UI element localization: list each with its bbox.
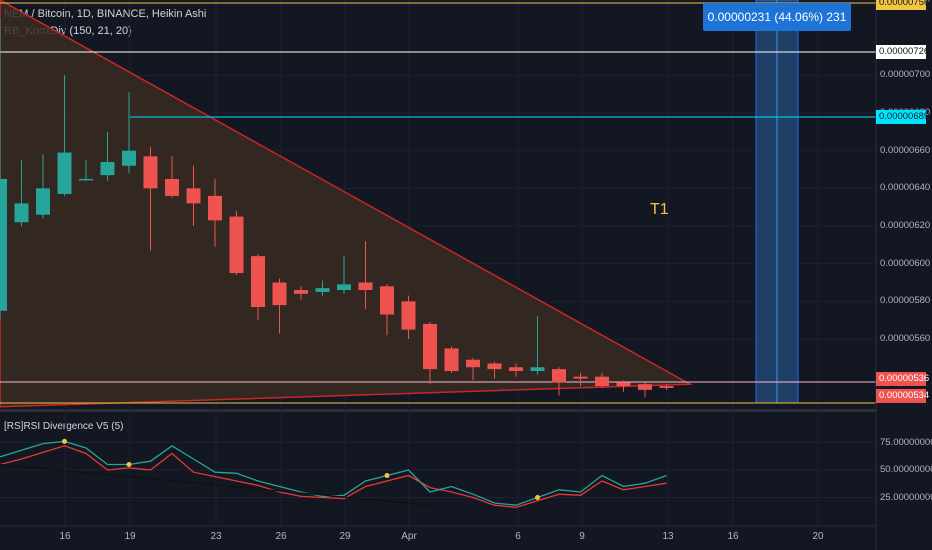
candle-body [423,323,437,370]
date-axis-label: 26 [275,531,287,542]
price-axis-label: 0.00000620 [880,220,931,231]
rsi-divergence-dot [126,462,132,467]
date-axis-label: 29 [339,531,351,542]
candle-body [616,382,631,387]
date-axis-label: 20 [812,531,824,542]
price-axis-label: 0.00000600 [880,257,931,269]
candle-body [315,288,330,292]
candle-body [143,156,158,189]
rsi-axis-label: 25.00000000 [880,491,932,503]
candle-body [14,203,29,223]
rsi-axis-label: 75.00000000 [880,436,932,448]
price-tag: 0.00000534 [876,389,929,403]
date-axis-label: 9 [579,531,585,542]
symbol-title: NEM / Bitcoin, 1D, BINANCE, Heikin Ashi [4,8,207,20]
t1-annotation: T1 [650,201,669,218]
date-axis-label: 19 [124,531,136,542]
rsi-divergence-dot [62,438,67,444]
candle-body [122,150,136,166]
price-axis-label: 0.00000560 [880,333,931,344]
rsi-divergence-line [0,463,431,506]
candle-body [573,376,588,379]
date-axis-label: 23 [210,531,222,542]
candle-body [444,348,459,372]
date-axis-label: 13 [662,531,674,542]
candle-body [229,216,244,274]
candle-body [36,188,50,215]
candle-body [530,367,545,372]
candle-body [186,188,201,204]
candle-body [337,284,351,291]
date-axis-label: 16 [59,531,71,542]
candle-body [638,384,652,390]
candle-body [208,195,222,221]
pane-divider[interactable] [0,409,876,412]
candle-body [401,301,416,330]
candle-body [487,363,502,370]
candle-body [380,286,394,315]
drawing-tools [0,0,876,408]
price-tag: 0.00000689 [876,110,929,124]
candle-body [57,152,72,194]
measure-tooltip: 0.00000231 (44.06%) 231 [703,3,851,31]
rsi-signal-line [0,445,667,509]
candles-group [0,18,674,398]
rsi-axis-label: 50.00000000 [880,464,932,475]
date-axis-label: Apr [401,531,417,542]
candle-body [272,282,287,306]
candle-body [0,178,7,311]
price-tag: 0.00000756 [876,0,929,10]
rsi-divergence-dot [384,473,390,478]
date-axis-label: 6 [515,531,521,542]
candle-body [552,369,566,383]
candle-body [509,367,523,372]
date-axis-label: 16 [727,531,739,542]
price-axis-label: 0.00000700 [880,69,931,81]
candle-body [251,256,265,307]
candle-body [165,178,179,196]
candle-body [100,161,115,176]
rsi-divergence-dot [535,495,540,500]
candle-body [358,282,373,291]
price-axis-label: 0.00000660 [880,144,931,156]
candle-body [79,178,93,181]
price-axis-label: 0.00000640 [880,182,931,194]
candle-body [659,386,674,388]
indicator-rsi-label[interactable]: [RS]RSI Divergence V5 (5) [4,421,124,432]
candle-body [466,359,480,368]
triangle-pattern [0,0,693,408]
candle-body [595,376,609,387]
price-tag: 0.00000536 [876,372,929,386]
candle-body [294,290,308,294]
rsi-pane [0,438,876,509]
price-axis-label: 0.00000580 [880,295,931,307]
price-tag: 0.00000726 [876,45,929,59]
